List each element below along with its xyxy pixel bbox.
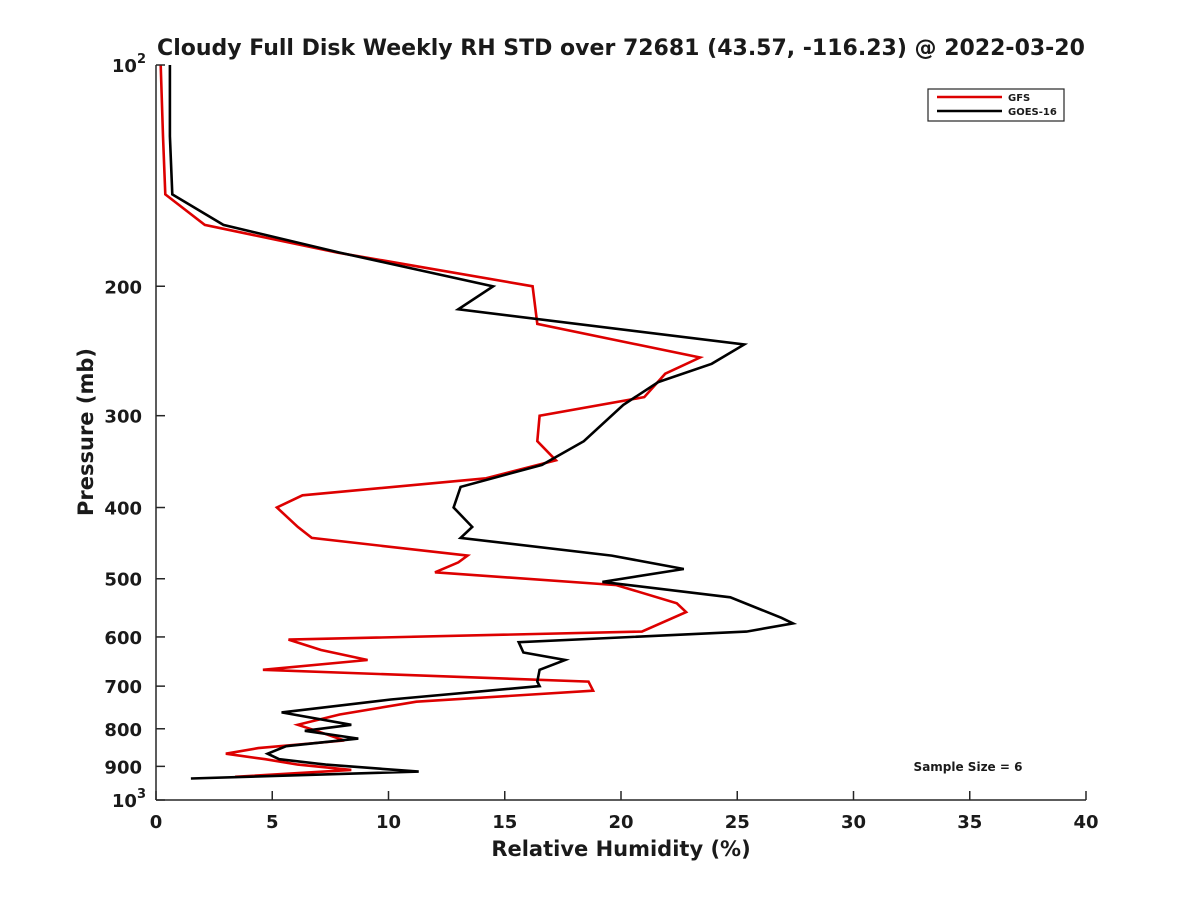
y-tick-label: 900 [104,757,142,778]
x-tick-label: 5 [266,812,279,833]
series-line-goes16 [168,65,798,780]
x-tick-label: 10 [376,812,401,833]
legend: GFS GOES-16 [927,88,1065,122]
x-tick-label: 40 [1073,812,1098,833]
series-layer [159,64,798,780]
y-tick-label: 103 [112,787,146,812]
x-tick-label: 35 [957,812,982,833]
y-tick-label: 500 [104,570,142,591]
y-tick-label: 102 [112,52,146,77]
y-tick-label: 800 [104,720,142,741]
x-tick-label: 25 [725,812,750,833]
y-axis-ticks: 102 200 300 400 500 600 700 800 900 103 [104,52,165,812]
legend-label-gfs: GFS [1008,93,1030,104]
x-tick-label: 15 [492,812,517,833]
y-tick-label: 300 [104,407,142,428]
series-line-gfs [159,64,705,779]
sample-size-annotation: Sample Size = 6 [914,760,1023,774]
y-tick-label: 600 [104,628,142,649]
y-tick-label: 200 [104,277,142,298]
legend-label-goes16: GOES-16 [1008,107,1057,118]
plot-area: 0 5 10 15 20 25 30 35 40 102 200 300 400 500 600 700 80… [104,52,1098,833]
x-axis-ticks: 0 5 10 15 20 25 30 35 40 [150,791,1099,833]
y-tick-label: 700 [104,677,142,698]
x-tick-label: 30 [841,812,866,833]
legend-box [927,88,1065,122]
chart-title: Cloudy Full Disk Weekly RH STD over 7268… [157,36,1085,61]
y-axis-label: Pressure (mb) [74,348,98,516]
x-tick-label: 20 [608,812,633,833]
x-tick-label: 0 [150,812,163,833]
y-tick-label: 400 [104,499,142,520]
x-axis-label: Relative Humidity (%) [491,837,750,861]
